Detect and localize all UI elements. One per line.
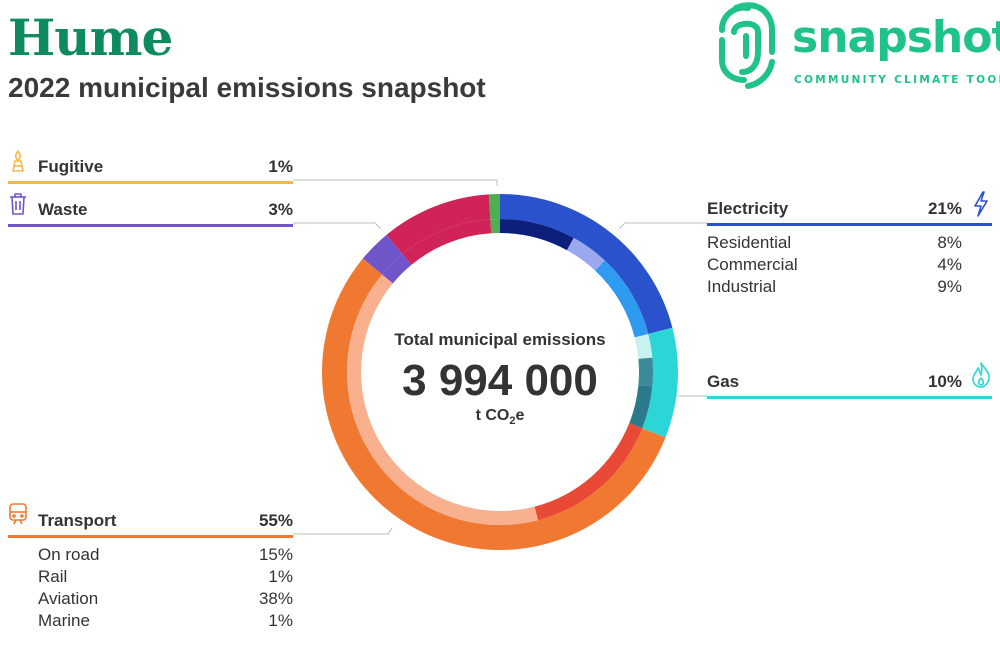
outer-slice-segment-4 <box>386 194 491 255</box>
transport-label: Transport <box>38 511 117 530</box>
waste-underline <box>8 224 293 227</box>
fugitive-label: Fugitive <box>38 157 104 176</box>
transport-category: Transport 55% On road 15% Rail 1% Aviati… <box>8 503 293 631</box>
transport-sub-aviation: Aviation 38% <box>38 587 293 609</box>
inner-slice-segment-12 <box>490 219 500 234</box>
sub-label: Industrial <box>707 277 776 296</box>
inner-slice-segment-3 <box>634 333 653 359</box>
sub-percent: 38% <box>258 589 293 608</box>
inner-slice-commercial <box>566 237 605 271</box>
inner-slice-segment-5 <box>629 385 653 429</box>
sub-percent: 1% <box>268 611 293 630</box>
inner-slice-on-road <box>534 423 643 521</box>
trash-bin-icon <box>10 193 26 215</box>
electricity-category: Electricity 21% Residential 8% Commercia… <box>707 191 992 297</box>
sub-label: Aviation <box>38 589 99 608</box>
center-unit: t CO2e <box>476 407 525 427</box>
center-total: 3 994 000 <box>402 356 598 405</box>
sub-label: On road <box>38 545 100 564</box>
waste-label: Waste <box>38 200 88 219</box>
fugitive-category: Fugitive 1% <box>8 150 293 184</box>
sub-label: Marine <box>38 611 90 630</box>
logo-wordmark: snapshot <box>792 12 1000 63</box>
gas-category: Gas 10% <box>707 362 992 399</box>
sub-percent: 8% <box>937 233 962 252</box>
gas-percent: 10% <box>927 372 962 391</box>
inner-slice-segment-11 <box>402 219 492 265</box>
sub-percent: 15% <box>258 545 293 564</box>
fingerprint-logo-icon <box>719 2 775 89</box>
snapshot-logo: snapshot COMMUNITY CLIMATE TOOL <box>714 0 1000 95</box>
transport-underline <box>8 535 293 538</box>
electricity-underline <box>707 223 992 226</box>
sub-label: Commercial <box>707 255 798 274</box>
gas-underline <box>707 396 992 399</box>
sub-percent: 9% <box>937 277 962 296</box>
outer-slice-gas <box>642 327 678 438</box>
waste-percent: 3% <box>268 200 293 219</box>
transport-sub-rail: Rail 1% <box>38 565 293 587</box>
logo-tagline: COMMUNITY CLIMATE TOOL <box>794 74 1000 86</box>
center-heading: Total municipal emissions <box>394 330 605 349</box>
outer-slice-waste <box>362 234 403 275</box>
unit-suffix: e <box>516 407 525 424</box>
sub-label: Rail <box>38 567 68 586</box>
sub-percent: 4% <box>937 255 962 274</box>
page-title: Hume <box>8 8 173 67</box>
transport-percent: 55% <box>258 511 293 530</box>
outer-slice-fugitive <box>488 194 500 220</box>
lightning-icon <box>974 191 988 217</box>
fugitive-percent: 1% <box>268 157 293 176</box>
electricity-sub-commercial: Commercial 4% <box>707 253 962 275</box>
inner-slice-industrial <box>595 260 649 338</box>
page-subtitle: 2022 municipal emissions snapshot <box>8 72 486 103</box>
electricity-sub-industrial: Industrial 9% <box>707 275 962 297</box>
flame-icon <box>972 362 990 388</box>
electricity-sub-residential: Residential 8% <box>707 231 962 253</box>
waste-category: Waste 3% <box>8 193 293 227</box>
inner-ring <box>346 219 654 525</box>
inner-slice-residential <box>500 219 574 251</box>
inner-slice-marine <box>376 274 393 291</box>
transport-sub-marine: Marine 1% <box>38 609 293 631</box>
outer-ring <box>322 194 678 550</box>
inner-slice-segment-10 <box>382 254 412 284</box>
outer-slice-electricity <box>500 194 673 334</box>
sub-percent: 1% <box>268 567 293 586</box>
outer-slice-transport <box>322 258 666 550</box>
train-icon <box>9 503 27 525</box>
transport-sub-on-road: On road 15% <box>38 543 293 565</box>
electricity-percent: 21% <box>927 199 962 218</box>
electricity-label: Electricity <box>707 199 789 218</box>
gas-flare-icon <box>12 150 24 172</box>
gas-label: Gas <box>707 372 740 391</box>
fugitive-underline <box>8 181 293 184</box>
inner-slice-segment-4 <box>638 357 654 387</box>
unit-subscript: 2 <box>509 415 515 427</box>
inner-slice-aviation <box>346 290 539 525</box>
sub-label: Residential <box>707 233 792 252</box>
unit-prefix: t CO <box>476 407 510 424</box>
inner-slice-rail <box>370 282 388 298</box>
